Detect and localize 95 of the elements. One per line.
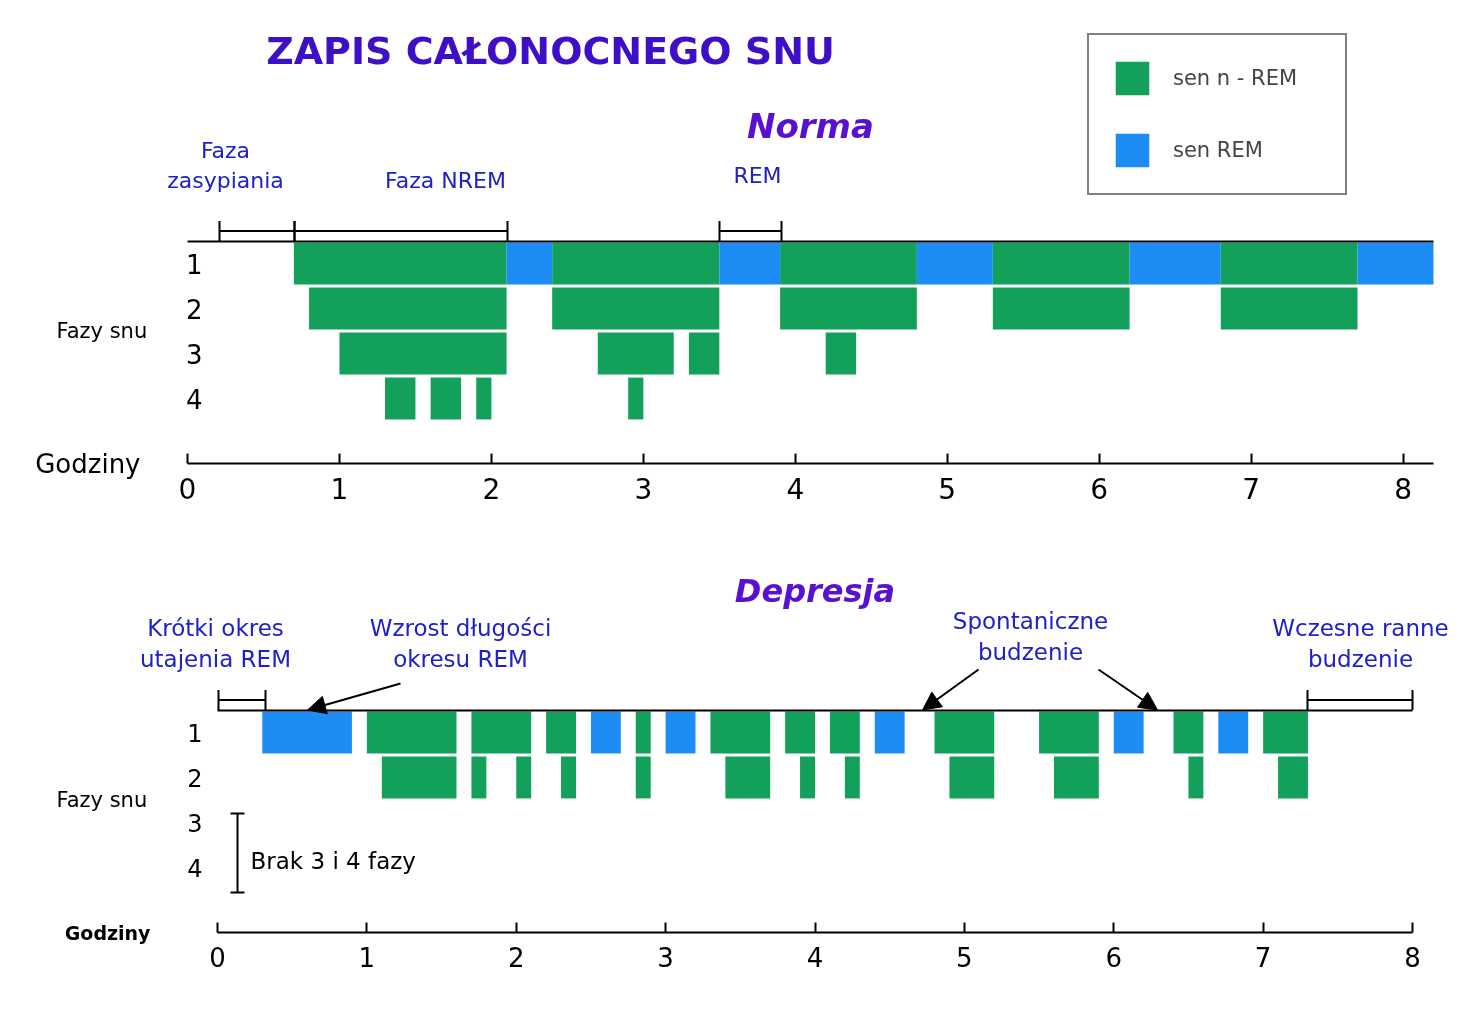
bar	[471, 756, 487, 799]
bar	[844, 756, 860, 799]
bar	[916, 242, 993, 285]
bar	[1220, 242, 1358, 285]
bar	[339, 332, 507, 375]
x-tick-label: 6	[1105, 942, 1123, 973]
bar	[552, 242, 720, 285]
bar	[366, 711, 457, 754]
bar	[949, 756, 995, 799]
x-tick-label: 7	[1242, 472, 1261, 506]
x-tick-label: 3	[657, 942, 674, 973]
x-tick-label: 1	[330, 472, 349, 506]
bar	[688, 332, 720, 375]
y-tick-label: 2	[187, 764, 203, 793]
bar	[309, 287, 507, 330]
x-tick-label: 5	[956, 942, 973, 973]
bar	[874, 711, 905, 754]
bar	[1263, 711, 1308, 754]
bar	[719, 242, 781, 285]
text: REM	[733, 162, 782, 188]
bar	[506, 242, 553, 285]
bar	[1039, 711, 1099, 754]
bar	[293, 242, 507, 285]
chart-subtitle: Norma	[747, 105, 874, 146]
bar	[262, 711, 352, 754]
chart-title: Depresja	[734, 571, 896, 610]
bar	[1188, 756, 1204, 799]
bar	[635, 711, 651, 754]
bar	[800, 756, 815, 799]
x-tick-label: 6	[1090, 472, 1109, 506]
x-tick-label: 1	[358, 942, 376, 973]
bar	[1054, 756, 1099, 799]
bar	[934, 711, 995, 754]
text: Faza NREM	[385, 167, 506, 193]
annotation: Brak 3 i 4 fazy	[250, 847, 416, 874]
bar	[1220, 287, 1358, 330]
x-tick-label: 3	[634, 472, 653, 506]
bar	[1129, 242, 1221, 285]
bar	[1113, 711, 1144, 754]
text: Spontaniczne budzenie	[952, 608, 1109, 666]
bar	[665, 711, 696, 754]
legend-label: sen REM	[1173, 138, 1264, 162]
bar	[471, 711, 532, 754]
bar	[597, 332, 674, 375]
y-tick-label: 4	[185, 384, 203, 415]
text: Krótki okres utajenia REM	[140, 615, 291, 673]
y-tick-label: 2	[185, 294, 203, 325]
bar	[992, 242, 1130, 285]
bar	[381, 756, 457, 799]
x-tick-label: 8	[1394, 472, 1413, 506]
bar	[992, 287, 1130, 330]
y-tick-label: 1	[185, 249, 203, 280]
bar	[1173, 711, 1204, 754]
x-tick-label: 2	[507, 942, 525, 973]
bar	[785, 711, 815, 754]
x-axis-title: Godziny	[64, 921, 152, 944]
legend-label: sen n - REM	[1173, 66, 1299, 90]
y-tick-label: 1	[187, 719, 203, 748]
y-tick-label: 3	[187, 809, 203, 838]
bar	[430, 377, 462, 420]
text: Wczesne ranne budzenie	[1272, 615, 1449, 673]
x-tick-label: 8	[1404, 942, 1421, 973]
text: Faza zasypiania	[167, 137, 284, 193]
bar	[561, 756, 576, 799]
y-tick-label: 4	[187, 854, 203, 883]
bar	[725, 756, 771, 799]
bar	[780, 242, 917, 285]
x-tick-label: 0	[209, 942, 226, 973]
text: Wzrost długości okresu REM	[369, 615, 552, 673]
bar	[516, 756, 532, 799]
chart-title: ZAPIS CAŁONOCNEGO SNU	[266, 28, 835, 73]
y-tick-label: 3	[185, 339, 203, 370]
bar	[628, 377, 644, 420]
x-axis-title: Godziny	[35, 448, 141, 479]
bar	[635, 756, 651, 799]
x-tick-label: 7	[1254, 942, 1272, 973]
x-tick-label: 4	[806, 942, 824, 973]
x-tick-label: 4	[786, 472, 805, 506]
x-tick-label: 0	[178, 472, 197, 506]
bar	[1278, 756, 1308, 799]
bar	[1357, 242, 1434, 285]
y-axis-title: Fazy snu	[56, 788, 148, 812]
bar	[590, 711, 621, 754]
bar	[1218, 711, 1249, 754]
bar	[552, 287, 720, 330]
bar	[710, 711, 771, 754]
bar	[825, 332, 857, 375]
bar	[780, 287, 917, 330]
y-axis-title: Fazy snu	[56, 319, 148, 343]
bar	[385, 377, 416, 420]
x-tick-label: 5	[938, 472, 957, 506]
bar	[476, 377, 492, 420]
bar	[546, 711, 576, 754]
x-tick-label: 2	[482, 472, 501, 506]
bar	[829, 711, 860, 754]
